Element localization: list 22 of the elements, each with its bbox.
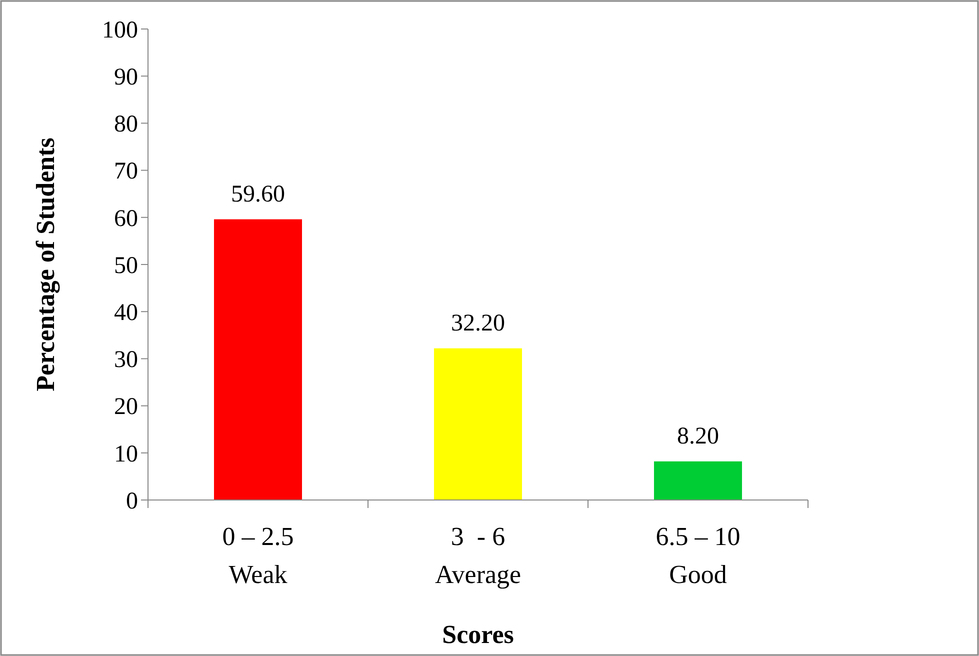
bar	[654, 461, 742, 500]
data-label: 32.20	[451, 310, 505, 336]
x-axis-title: Scores	[442, 620, 514, 649]
data-label: 8.20	[677, 423, 719, 450]
y-tick-label: 10	[114, 441, 138, 468]
y-tick-label: 60	[114, 206, 138, 232]
y-tick-label: 50	[114, 252, 138, 279]
data-label: 59.60	[231, 181, 285, 208]
y-tick-label: 90	[114, 64, 138, 90]
y-tick-label: 80	[114, 112, 138, 138]
y-axis-title: Percentage of Students	[31, 138, 60, 392]
bar	[214, 219, 302, 500]
y-tick-label: 70	[114, 158, 138, 185]
x-tick-label: 3 - 6 Average	[434, 522, 522, 589]
y-tick-label: 100	[102, 17, 138, 44]
y-tick-label: 20	[114, 394, 138, 420]
x-tick-label: 6.5 – 10 Good	[656, 522, 740, 589]
y-tick-label: 30	[114, 347, 138, 374]
y-tick-label: 0	[126, 488, 138, 514]
y-tick-label: 40	[114, 300, 138, 326]
bar	[434, 348, 522, 500]
x-tick-label: 0 – 2.5 Weak	[222, 522, 294, 589]
